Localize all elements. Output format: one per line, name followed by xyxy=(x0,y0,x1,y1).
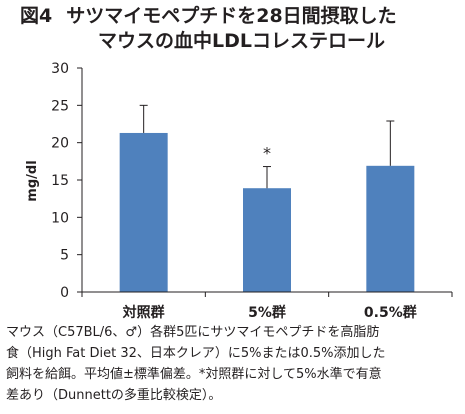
bar-chart: 0 5 10 15 20 25 30 * 対照群 5%群 0.5%群 mg/dl xyxy=(25,61,453,321)
bar xyxy=(366,165,415,292)
y-tick-label: 20 xyxy=(51,136,69,152)
caption: マウス（C57BL/6、♂）各群5匹にサツマイモペプチドを高脂肪 食（High … xyxy=(6,322,462,406)
caption-line: 食（High Fat Diet 32、日本クレア）に5%または0.5%添加した xyxy=(6,346,386,361)
x-tick-label: 5%群 xyxy=(248,304,286,321)
x-tick-label: 0.5%群 xyxy=(364,304,417,321)
y-tick-label: 25 xyxy=(51,98,69,114)
y-tick-label: 15 xyxy=(51,173,69,189)
y-tick-label: 5 xyxy=(60,248,69,264)
bars: * xyxy=(119,104,415,292)
caption-line: マウス（C57BL/6、♂）各群5匹にサツマイモペプチドを高脂肪 xyxy=(6,325,380,340)
significance-marker: * xyxy=(263,144,271,163)
title-line-1: サツマイモペプチドを28日間摂取した xyxy=(66,5,397,27)
y-tick-label: 10 xyxy=(51,210,69,226)
y-axis-label: mg/dl xyxy=(25,160,40,201)
title-line-2: マウスの血中LDLコレステロール xyxy=(98,30,385,52)
x-tick-label: 対照群 xyxy=(122,304,165,321)
caption-line: 飼料を給餌。平均値±標準偏差。*対照群に対して5%水準で有意 xyxy=(6,367,382,382)
chart-title: 図4 サツマイモペプチドを28日間摂取した マウスの血中LDLコレステロール xyxy=(20,4,460,54)
figure-label: 図4 xyxy=(20,5,53,27)
y-tick-label: 30 xyxy=(51,61,69,77)
x-axis: 対照群 5%群 0.5%群 xyxy=(81,291,453,321)
y-axis: 0 5 10 15 20 25 30 xyxy=(51,61,83,301)
bar xyxy=(119,132,168,292)
y-tick-label: 0 xyxy=(60,285,69,301)
bar xyxy=(243,188,291,292)
caption-line: 差あり（Dunnettの多重比較検定）。 xyxy=(6,388,222,403)
